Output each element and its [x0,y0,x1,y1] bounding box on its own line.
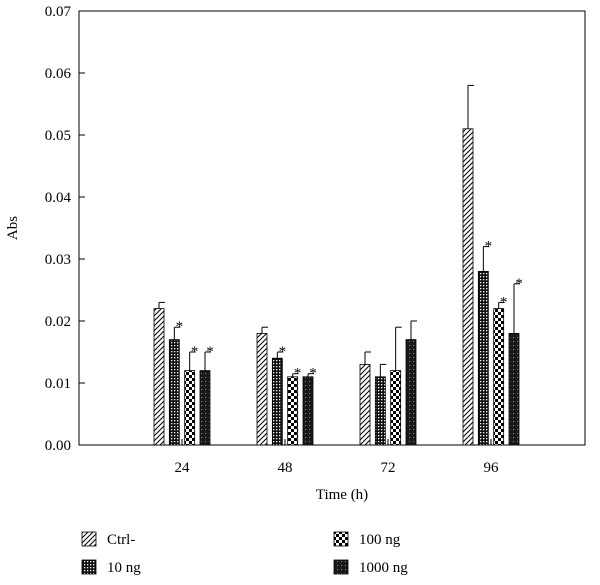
bar [199,370,211,446]
bar [359,363,371,446]
x-axis: 24 48 72 96 [175,439,500,476]
legend-swatch [81,531,97,547]
significance-marker: * [206,344,214,360]
bar [405,339,417,446]
bar [374,376,386,446]
y-tick-label: 0.05 [45,128,71,144]
y-tick-label: 0.02 [45,314,71,330]
significance-marker: * [500,294,508,310]
bar [302,376,314,446]
y-axis-label: Abs [5,216,21,240]
significance-marker: * [279,344,287,360]
bar [271,357,283,446]
x-axis-label: Time (h) [316,487,368,503]
x-tick-label: 96 [484,460,500,476]
legend-swatch [81,559,97,575]
legend-label: Ctrl- [107,532,135,548]
legend-swatch [333,559,349,575]
significance-marker: * [485,239,493,255]
y-tick-label: 0.00 [45,438,71,454]
bar [508,332,520,446]
significance-marker: * [309,366,317,382]
bars-layer: * * * * * * * * * [153,84,523,446]
bar [256,332,268,446]
plot-frame [78,10,586,446]
significance-marker: * [294,366,302,382]
bar [462,128,474,446]
significance-marker: * [176,319,184,335]
legend-label: 10 ng [107,560,141,576]
x-tick-label: 72 [381,460,396,476]
significance-marker: * [191,344,199,360]
bar [168,339,180,446]
bar [153,308,165,446]
legend-swatch [333,531,349,547]
legend-label: 1000 ng [359,560,408,576]
bar [184,370,196,446]
legend: Ctrl- 10 ng 100 ng 1000 ng [81,531,408,576]
y-tick-label: 0.04 [45,190,72,206]
x-tick-label: 48 [278,460,293,476]
y-axis: 0.00 0.01 0.02 0.03 0.04 0.05 0.06 0.07 [45,4,85,454]
y-tick-label: 0.07 [45,4,72,20]
y-tick-label: 0.06 [45,66,72,82]
significance-marker: * [515,276,523,292]
y-tick-label: 0.03 [45,252,71,268]
y-tick-label: 0.01 [45,376,71,392]
x-tick-label: 24 [175,460,191,476]
bar [493,308,505,446]
bar [477,270,489,446]
legend-label: 100 ng [359,532,401,548]
bar [390,370,402,446]
bar [287,376,299,446]
